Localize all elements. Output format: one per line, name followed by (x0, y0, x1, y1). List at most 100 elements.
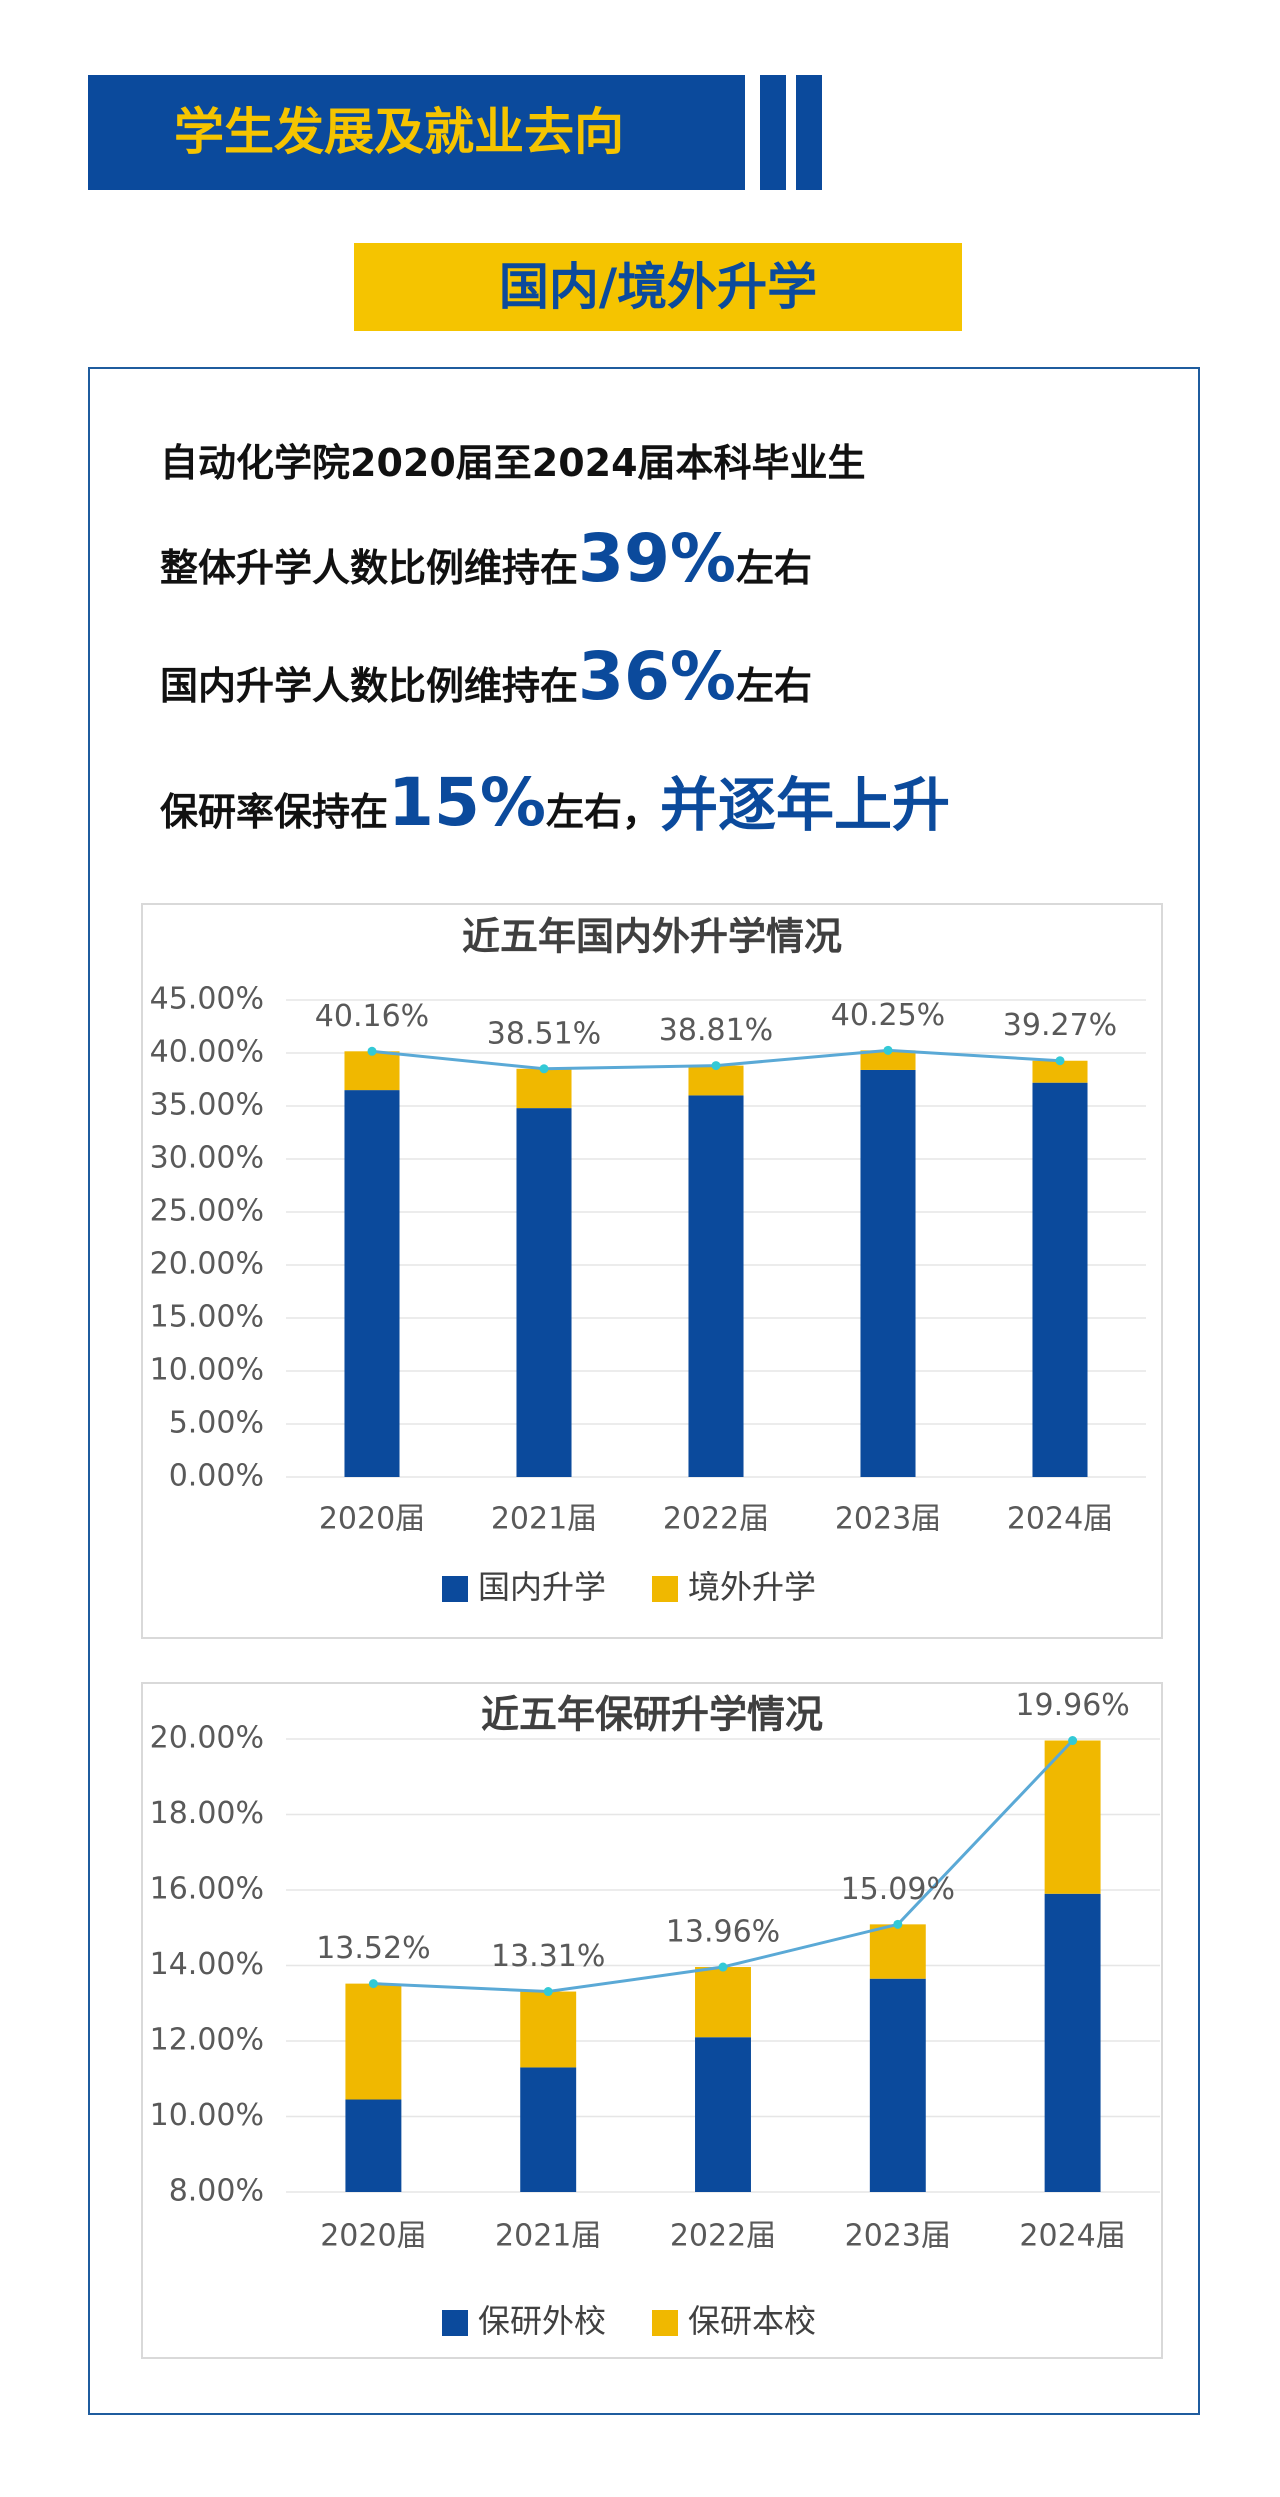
legend-swatch (442, 1576, 468, 1602)
y-tick-label: 0.00% (169, 1459, 264, 1494)
total-point (1055, 1056, 1065, 1066)
bar-segment (344, 1051, 400, 1091)
y-tick-label: 14.00% (150, 1947, 264, 1982)
x-tick-label: 2023届 (845, 2219, 951, 2254)
bar-segment (860, 1050, 916, 1070)
bar-segment (516, 1108, 572, 1477)
data-label: 15.09% (841, 1872, 955, 1907)
chart-title: 近五年保研升学情况 (481, 1693, 823, 1737)
bar-segment (345, 2099, 402, 2192)
bar-segment (344, 1090, 400, 1477)
data-label: 38.81% (659, 1013, 773, 1048)
x-tick-label: 2021届 (495, 2219, 601, 2254)
y-tick-label: 25.00% (150, 1194, 264, 1229)
summary-text: 左右 (736, 664, 813, 708)
x-tick-label: 2020届 (320, 2219, 426, 2254)
data-label: 40.25% (831, 998, 945, 1033)
x-tick-label: 2022届 (670, 2219, 776, 2254)
summary-text: 自动化学院2020届至2024届本科毕业生 (160, 441, 866, 485)
y-tick-label: 20.00% (150, 1247, 264, 1282)
y-tick-label: 30.00% (150, 1141, 264, 1176)
bar-segment (688, 1065, 744, 1096)
legend-swatch (652, 1576, 678, 1602)
total-point (893, 1919, 903, 1929)
y-tick-label: 16.00% (150, 1872, 264, 1907)
y-tick-label: 8.00% (169, 2174, 264, 2209)
total-point (367, 1046, 377, 1056)
y-tick-label: 18.00% (150, 1796, 264, 1831)
summary-line: 保研率保持在15%左右，并逐年上升 (160, 758, 950, 842)
summary-text: 国内升学人数比例维持在 (160, 664, 579, 708)
bar-segment (1044, 1740, 1101, 1894)
legend-swatch (442, 2310, 468, 2336)
bar-segment (520, 1991, 577, 2068)
y-tick-label: 10.00% (150, 2098, 264, 2133)
bar-segment (860, 1069, 916, 1477)
bar-segment (345, 1983, 402, 2100)
summary-line: 国内升学人数比例维持在36%左右 (160, 638, 812, 715)
total-point (1068, 1736, 1078, 1746)
total-point (543, 1987, 553, 1997)
header-decor (760, 75, 786, 190)
summary-line: 自动化学院2020届至2024届本科毕业生 (160, 432, 866, 487)
summary-text: 左右 (736, 546, 813, 590)
legend-label: 国内升学 (478, 1568, 606, 1606)
summary-highlight: 39% (578, 520, 736, 597)
header-decor (796, 75, 822, 190)
bar-segment (520, 2067, 577, 2192)
header-title: 学生发展及就业去向 (88, 75, 745, 190)
bar-segment (695, 2037, 751, 2192)
chart-panel (141, 1682, 1163, 2359)
total-point (711, 1061, 721, 1071)
bar-segment (869, 1978, 926, 2192)
data-label: 13.31% (491, 1939, 605, 1974)
legend-swatch (652, 2310, 678, 2336)
y-tick-label: 40.00% (150, 1035, 264, 1070)
y-tick-label: 20.00% (150, 1721, 264, 1756)
y-tick-label: 45.00% (150, 982, 264, 1017)
summary-text: 保研率保持在 (160, 790, 389, 834)
bar-segment (1032, 1060, 1088, 1083)
data-label: 13.52% (316, 1931, 430, 1966)
content-frame (88, 367, 1200, 2415)
summary-highlight: 15% (388, 764, 546, 841)
data-label: 38.51% (487, 1016, 601, 1051)
bar-segment (1044, 1893, 1101, 2192)
x-tick-label: 2024届 (1007, 1502, 1113, 1537)
x-tick-label: 2023届 (835, 1502, 941, 1537)
legend-label: 保研外校 (478, 2302, 606, 2340)
x-tick-label: 2024届 (1019, 2219, 1125, 2254)
total-point (539, 1064, 549, 1074)
bar-segment (695, 1967, 751, 2038)
summary-highlight: 36% (578, 638, 736, 715)
bar-segment (1032, 1082, 1088, 1477)
total-point (883, 1045, 893, 1055)
data-label: 39.27% (1003, 1008, 1117, 1043)
data-label: 40.16% (315, 999, 429, 1034)
data-label: 19.96% (1015, 1688, 1129, 1723)
y-tick-label: 12.00% (150, 2023, 264, 2058)
y-tick-label: 15.00% (150, 1300, 264, 1335)
total-line (373, 1739, 1074, 1994)
subtitle: 国内/境外升学 (354, 243, 962, 331)
summary-text: 左右， (546, 790, 661, 834)
y-tick-label: 35.00% (150, 1088, 264, 1123)
chart-title: 近五年国内外升学情况 (462, 915, 842, 959)
total-point (368, 1979, 378, 1989)
summary-line: 整体升学人数比例维持在39%左右 (160, 520, 812, 597)
x-tick-label: 2020届 (319, 1502, 425, 1537)
y-tick-label: 5.00% (169, 1406, 264, 1441)
summary-text: 整体升学人数比例维持在 (160, 546, 579, 590)
bar-segment (688, 1095, 744, 1477)
legend-label: 境外升学 (688, 1568, 816, 1606)
summary-highlight: 并逐年上升 (660, 771, 951, 839)
total-point (718, 1962, 728, 1972)
y-tick-label: 10.00% (150, 1353, 264, 1388)
bar-segment (869, 1924, 926, 1979)
bar-segment (516, 1068, 572, 1109)
legend-label: 保研本校 (688, 2302, 816, 2340)
data-label: 13.96% (666, 1915, 780, 1950)
chart-panel (141, 903, 1163, 1639)
